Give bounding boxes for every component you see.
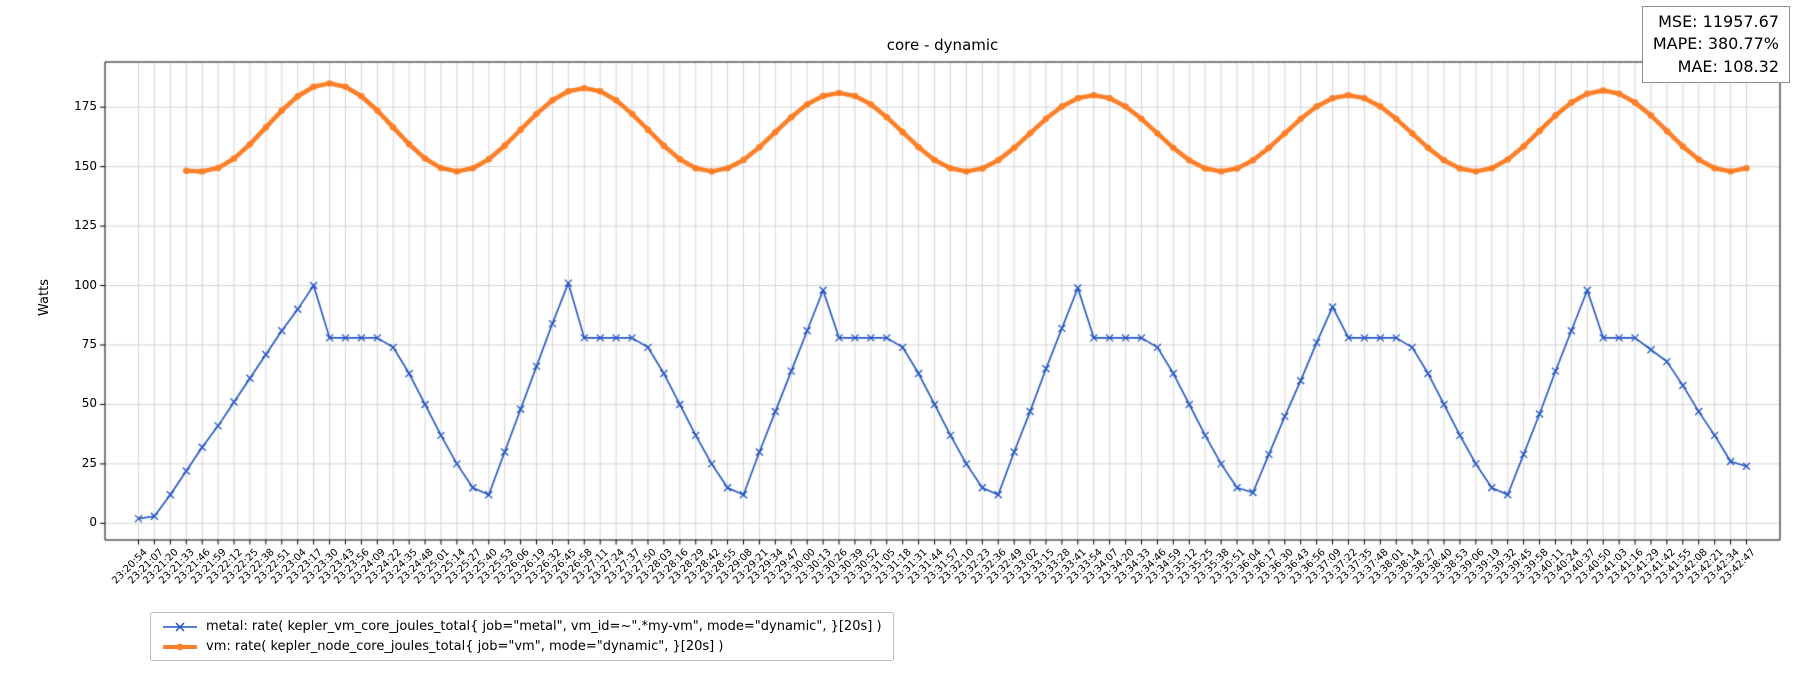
metal-line-sample: [163, 621, 197, 632]
stat-mae: MAE: 108.32: [1677, 56, 1779, 76]
stat-mse: MSE: 11957.67: [1658, 12, 1779, 31]
y-tick-label: 75: [81, 336, 97, 351]
legend-label-metal: metal: rate( kepler_vm_core_joules_total…: [206, 619, 882, 634]
stat-mape: MAPE: 380.77%: [1652, 34, 1779, 54]
y-tick-label: 50: [81, 396, 97, 411]
y-tick-label: 25: [81, 455, 97, 470]
legend-item-metal: metal: rate( kepler_vm_core_joules_total…: [162, 619, 882, 634]
vm-line-sample: [163, 643, 197, 650]
chart-title: core - dynamic: [886, 36, 999, 54]
y-axis-label: Watts: [36, 279, 52, 316]
stats-box: MSE: 11957.67 MAPE: 380.77% MAE: 108.32: [1641, 6, 1790, 84]
y-tick-label: 100: [74, 277, 97, 292]
y-tick-label: 150: [74, 158, 97, 173]
y-tick-label: 0: [89, 515, 97, 530]
y-tick-label: 175: [74, 99, 97, 114]
y-tick-label: 125: [74, 218, 97, 233]
legend: metal: rate( kepler_vm_core_joules_total…: [150, 612, 894, 661]
legend-item-vm: vm: rate( kepler_node_core_joules_total{…: [162, 639, 882, 654]
legend-label-vm: vm: rate( kepler_node_core_joules_total{…: [206, 639, 724, 654]
